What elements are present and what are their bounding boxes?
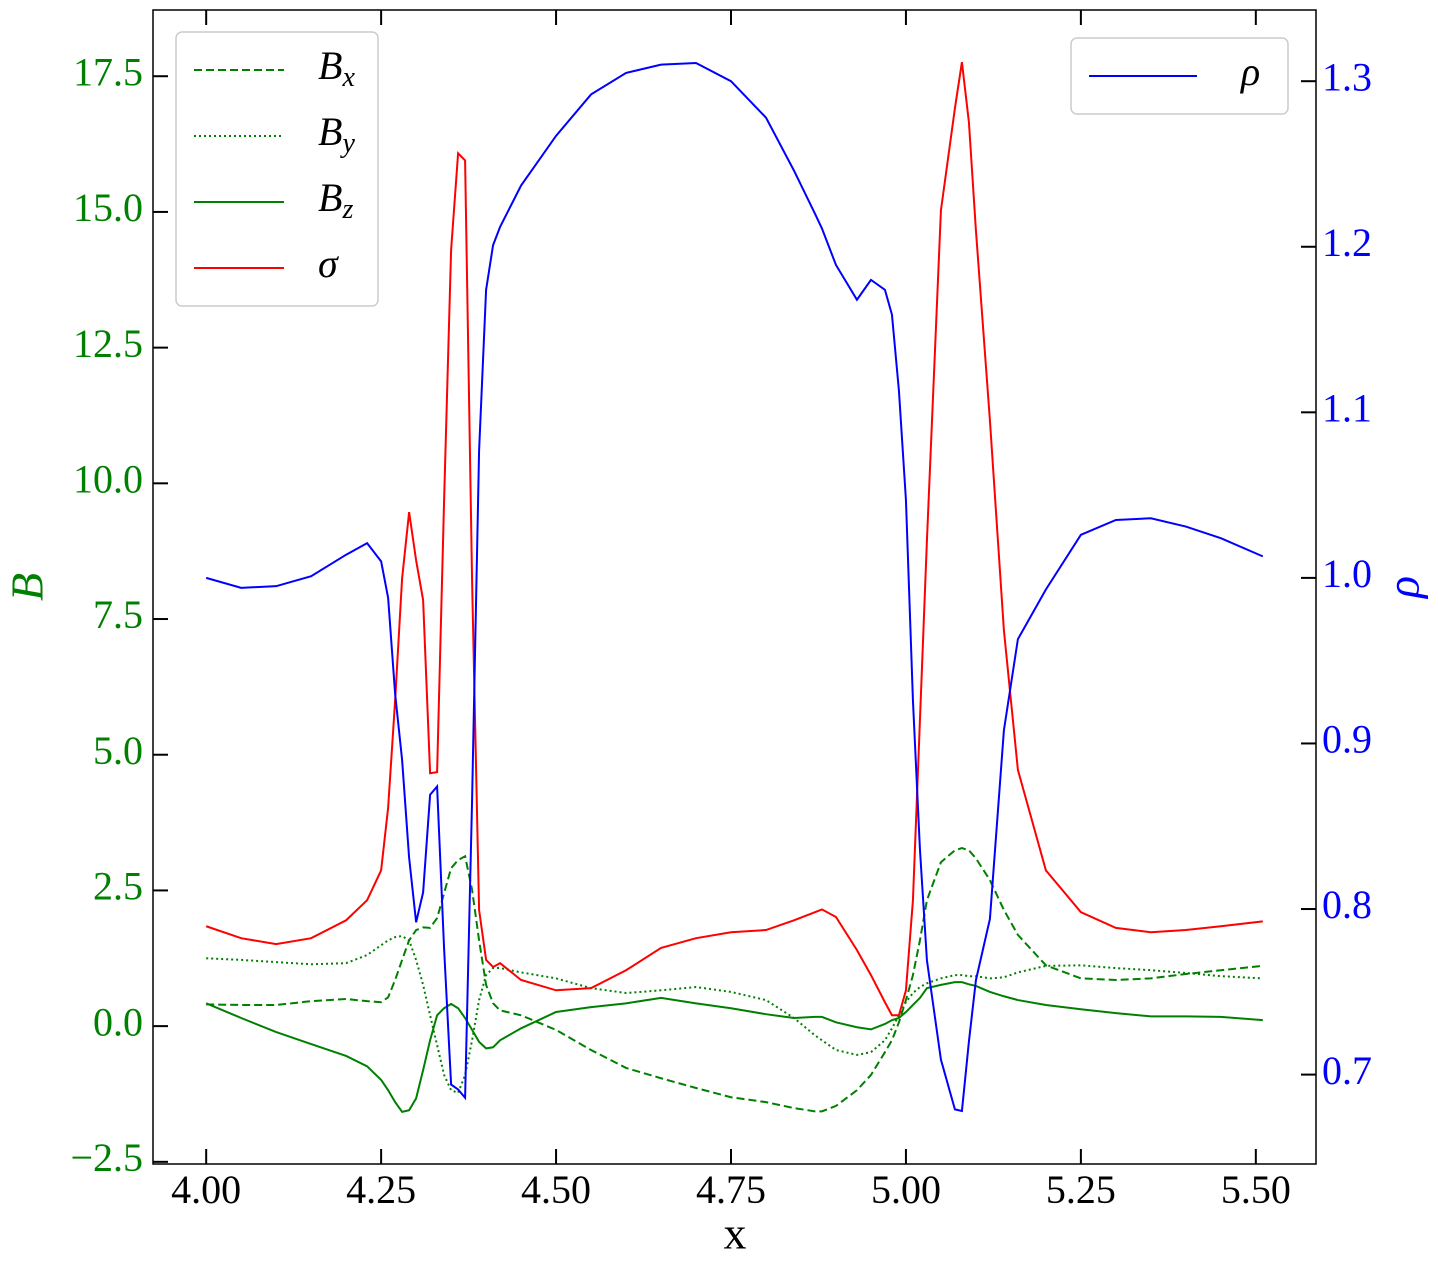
x-tick-label: 5.00	[871, 1167, 941, 1212]
x-tick-label: 5.25	[1046, 1167, 1116, 1212]
y2-tick-label: 1.0	[1322, 551, 1372, 596]
x-tick-label: 4.75	[696, 1167, 766, 1212]
y2-tick-label: 1.1	[1322, 385, 1372, 430]
y-tick-label: 15.0	[73, 185, 143, 230]
y-tick-label: 2.5	[93, 864, 143, 909]
y-axis-label: B	[2, 573, 53, 601]
series-line	[206, 847, 1263, 1113]
legend-label: By	[318, 109, 355, 159]
legend-label: Bz	[318, 175, 353, 225]
y-tick-label: 10.0	[73, 456, 143, 501]
x-axis-label: x	[724, 1208, 747, 1259]
y2-tick-label: 0.9	[1322, 717, 1372, 762]
y-tick-label: 7.5	[93, 592, 143, 637]
y2-tick-label: 1.3	[1322, 54, 1372, 99]
x-tick-label: 4.50	[521, 1167, 591, 1212]
legend-box	[175, 31, 379, 307]
y-tick-label: 12.5	[73, 321, 143, 366]
y2-tick-label: 0.8	[1322, 882, 1372, 927]
y2-tick-label: 1.2	[1322, 220, 1372, 265]
x-tick-label: 4.00	[171, 1167, 241, 1212]
y2-axis-label: ρ	[1378, 576, 1429, 600]
x-tick-label: 5.50	[1221, 1167, 1291, 1212]
series-line	[205, 61, 1264, 1113]
y-tick-label: 5.0	[93, 728, 143, 773]
series-line	[206, 934, 1263, 1095]
series-line	[205, 61, 1263, 1017]
y-tick-label: 17.5	[73, 49, 143, 94]
y-tick-label: 0.0	[93, 999, 143, 1044]
y-tick-label: −2.5	[70, 1135, 143, 1180]
legend-label: ρ	[1239, 49, 1260, 94]
series-line	[205, 981, 1263, 1114]
legend-label: Bx	[318, 43, 355, 93]
plot-frame	[152, 9, 1317, 1165]
y2-tick-label: 0.7	[1322, 1048, 1372, 1093]
x-tick-label: 4.25	[346, 1167, 416, 1212]
legend-label: σ	[318, 241, 339, 286]
